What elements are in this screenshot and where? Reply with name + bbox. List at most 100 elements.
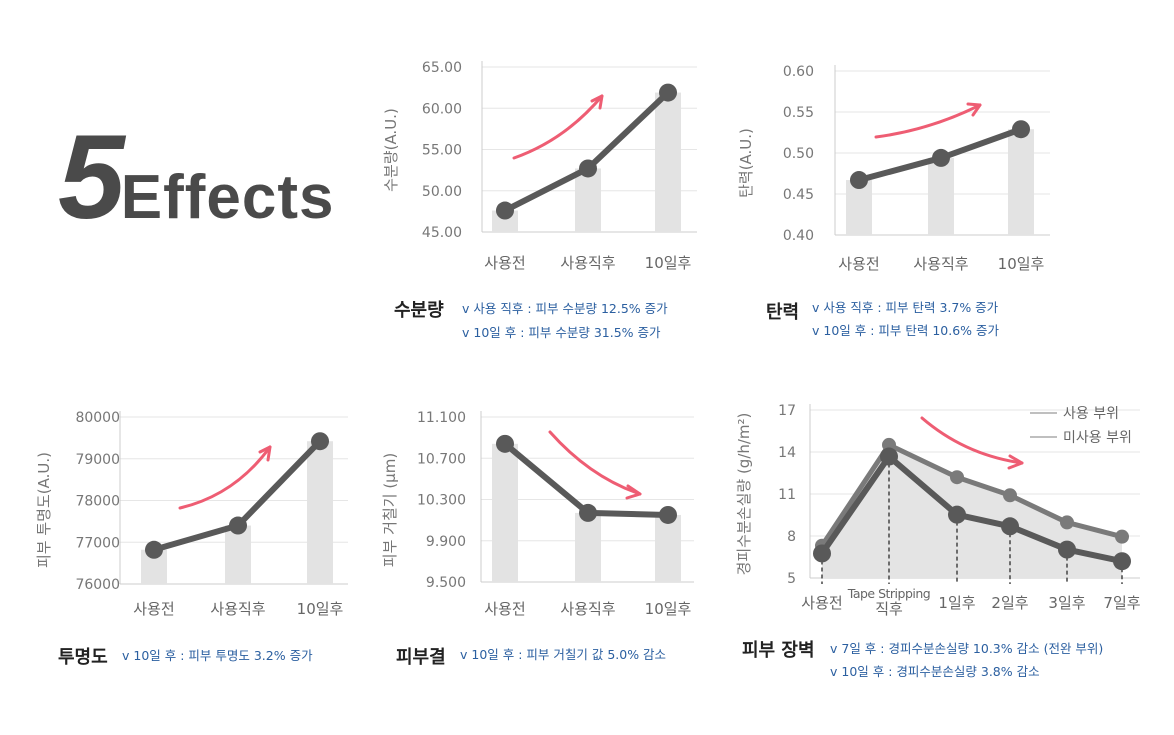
x-tick-label: 사용전 [484,254,525,272]
x-tick-label: 사용직후 [210,600,265,618]
x-tick-label: 10일후 [645,600,692,618]
y-tick-label: 78000 [75,494,120,510]
x-tick-label: 7일후 [1103,594,1140,612]
moisture-caption-note: v 사용 직후 : 피부 수분량 12.5% 증가 [462,301,668,316]
x-tick-label: 사용전 [801,594,842,612]
x-tick-label: 사용직후 [560,254,615,272]
y-tick-label: 0.40 [783,228,814,244]
data-point [579,159,597,178]
y-tick-label: 45.00 [422,225,462,241]
hero-number: 5 [58,110,125,244]
elasticity-caption-title: 탄력 [766,302,800,323]
y-axis-label: 탄력(A.U.) [737,128,755,198]
x-tick-label: 10일후 [998,255,1045,273]
y-axis-label: 경피수분손실량 (g/h/m²) [735,413,753,576]
y-tick-label: 0.55 [783,105,814,121]
trend-arrow [178,445,272,510]
barrier-caption-note: v 7일 후 : 경피수분손실량 10.3% 감소 (전완 부위) [830,641,1104,656]
texture-caption-note: v 10일 후 : 피부 거칠기 값 5.0% 감소 [460,647,667,662]
y-tick-label: 55.00 [422,143,462,159]
moisture-caption-note: v 10일 후 : 피부 수분량 31.5% 증가 [462,325,661,340]
data-point [1113,552,1131,571]
data-point [1003,488,1017,503]
x-tick-label: 사용전 [484,600,525,618]
hero-title: 5Effects [58,108,335,246]
data-point [1001,517,1019,536]
y-axis-label: 피부 투명도(A.U.) [35,452,53,568]
data-point [880,447,898,466]
y-axis-label: 피부 거칠기 (μm) [381,453,399,567]
x-tick-label: 10일후 [297,600,344,618]
data-point [659,83,677,102]
x-tick-label: 사용전 [838,255,879,273]
data-point [1060,515,1074,530]
trend-arrow-head [1007,454,1024,470]
y-tick-label: 11 [778,487,796,503]
y-tick-label: 0.45 [783,187,814,203]
y-tick-label: 65.00 [422,60,462,76]
data-point [659,505,677,524]
data-point [813,544,831,563]
data-point [496,201,514,220]
trend-arrow-head [258,445,272,462]
x-tick-label: 10일후 [645,254,692,272]
y-tick-label: 10.300 [417,493,466,509]
data-point [145,540,163,559]
trend-arrow [548,430,642,496]
x-tick-label-line: 직후 [875,600,903,618]
data-point [1012,120,1030,139]
data-point [229,516,247,535]
moisture-caption-title: 수분량 [394,300,444,321]
hero-word: Effects [120,163,335,232]
bar [225,525,251,584]
area-fill [822,444,1122,578]
y-tick-label: 9.500 [426,575,466,591]
bar [307,441,333,584]
legend-label: 사용 부위 [1063,406,1119,422]
transparency-caption-title: 투명도 [58,647,108,668]
x-tick-label-line: Tape Stripping [847,586,930,601]
y-tick-label: 80000 [75,410,120,426]
y-axis-label: 수분량(A.U.) [382,108,400,192]
series-line [819,442,1123,548]
bar [655,514,681,582]
legend-label: 미사용 부위 [1063,430,1132,446]
x-tick-label: 3일후 [1048,594,1085,612]
data-point [1058,540,1076,559]
barrier-caption-note: v 10일 후 : 경피수분손실량 3.8% 감소 [830,664,1040,679]
bar [846,180,872,235]
bar [928,157,954,235]
y-tick-label: 5 [787,571,796,587]
y-tick-label: 10.700 [417,451,466,467]
y-tick-label: 11.100 [417,410,466,426]
y-tick-label: 60.00 [422,101,462,117]
x-tick-label: 사용전 [133,600,174,618]
elasticity-caption-note: v 사용 직후 : 피부 탄력 3.7% 증가 [812,300,999,315]
x-tick-label: 1일후 [938,594,975,612]
y-tick-label: 17 [778,403,796,419]
trend-arrow [874,103,982,139]
bar [575,512,601,582]
data-point [496,434,514,453]
x-tick-label: Tape Stripping 직후 [847,586,930,618]
y-tick-label: 0.60 [783,64,814,80]
data-point [1115,529,1129,544]
bar [575,168,601,232]
bar [655,92,681,232]
trend-arrow-head [590,94,604,110]
trend-arrow [920,416,1024,465]
y-tick-label: 76000 [75,577,120,593]
y-tick-label: 0.50 [783,146,814,162]
series-line [819,453,1123,565]
texture-caption-title: 피부결 [396,647,446,668]
data-point [932,148,950,167]
data-point [850,171,868,190]
data-point [950,470,964,485]
data-point [948,505,966,524]
x-tick-label: 2일후 [991,594,1028,612]
trend-arrow-head [625,484,642,500]
